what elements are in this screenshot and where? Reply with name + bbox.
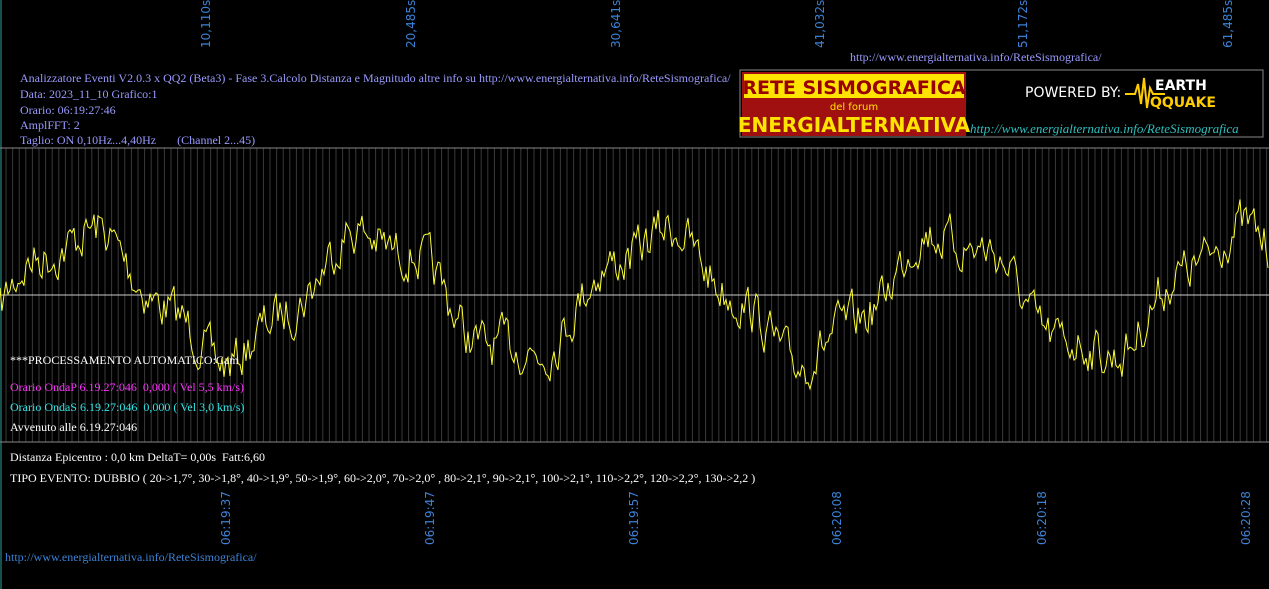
- logo-earth: EARTH: [1155, 78, 1207, 94]
- top-time-label: 30,641s: [609, 0, 623, 48]
- logo-title: RETE SISMOGRAFICA: [742, 77, 966, 99]
- logo-yellow: [744, 74, 964, 98]
- header-line: Taglio: ON 0,10Hz...4,40Hz (Channel 2...…: [20, 133, 255, 147]
- bottom-time-label: 06:19:37: [219, 491, 233, 545]
- header-url: http://www.energialternativa.info/ReteSi…: [850, 50, 1102, 64]
- logo: RETE SISMOGRAFICA del forum ENERGIALTERN…: [738, 69, 1264, 138]
- tipo-evento: TIPO EVENTO: DUBBIO ( 20->1,7°, 30->1,8°…: [10, 471, 755, 485]
- distanza: Distanza Epicentro : 0,0 km DeltaT= 0,00…: [10, 450, 265, 464]
- bottom-time-label: 06:19:57: [627, 491, 641, 545]
- footer-url: http://www.energialternativa.info/ReteSi…: [5, 550, 257, 564]
- logo-forum: del forum: [830, 102, 878, 113]
- logo-wave: [1125, 77, 1165, 109]
- avvenuto: Avvenuto alle 6.19.27:046: [10, 420, 137, 434]
- bottom-time-label: 06:20:28: [1239, 491, 1253, 545]
- bottom-time-label: 06:20:08: [830, 491, 844, 545]
- onda-p: Orario OndaP 6.19.27:046 0,000 ( Vel 5,5…: [10, 380, 244, 394]
- top-time-label: 51,172s: [1016, 0, 1030, 48]
- bottom-time-label: 06:19:47: [423, 491, 437, 545]
- top-time-label: 41,032s: [813, 0, 827, 48]
- onda-s: Orario OndaS 6.19.27:046 0,000 ( Vel 3,0…: [10, 400, 244, 414]
- waveform: [0, 199, 1269, 391]
- logo-name: ENERGIALTERNATIVA: [738, 113, 971, 137]
- top-time-label: 61,485s: [1221, 0, 1235, 48]
- bottom-time-label: 06:20:18: [1035, 491, 1049, 545]
- header-line: Data: 2023_11_10 Grafico:1: [20, 87, 158, 101]
- top-time-label: 10,110s: [199, 0, 213, 48]
- header-line: AmplFFT: 2: [20, 118, 80, 132]
- header-line: Analizzatore Eventi V2.0.3 x QQ2 (Beta3)…: [20, 71, 731, 85]
- top-time-label: 20,485s: [404, 0, 418, 48]
- logo-powered: POWERED BY:: [1025, 85, 1121, 101]
- header-line: Orario: 06:19:27:46: [20, 103, 116, 117]
- logo-quake: QQUAKE: [1150, 95, 1216, 111]
- processing-mode: ***PROCESSAMENTO AUTOMATICO:Cam: [10, 353, 239, 367]
- logo-url: http://www.energialternativa.info/ReteSi…: [970, 121, 1239, 136]
